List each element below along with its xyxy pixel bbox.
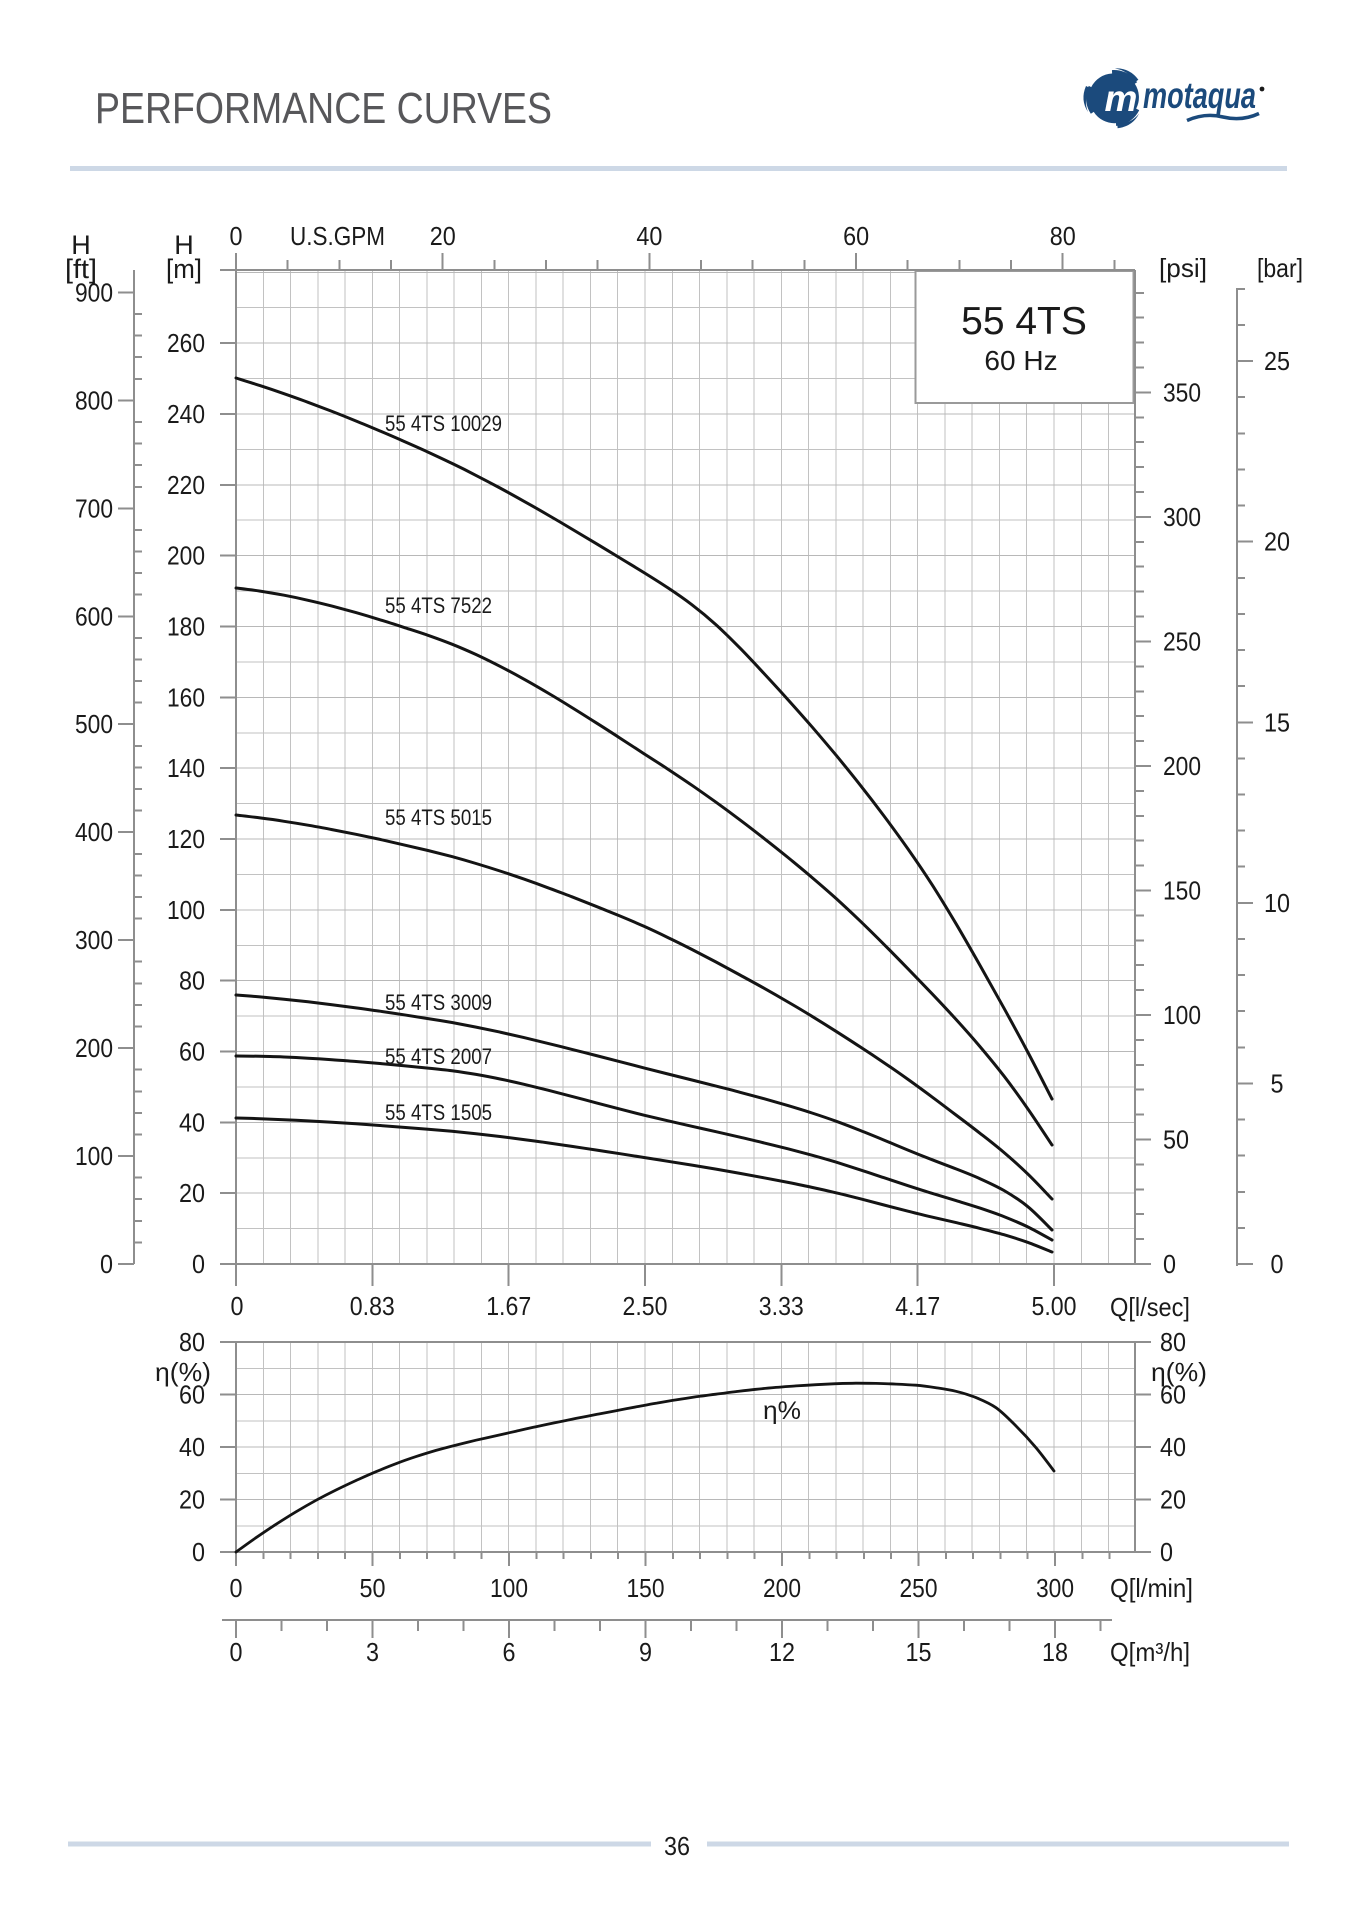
svg-text:180: 180 [167,612,205,642]
svg-text:700: 700 [75,493,113,523]
svg-text:Q[l/min]: Q[l/min] [1110,1573,1193,1603]
svg-text:3.33: 3.33 [759,1291,804,1321]
svg-text:15: 15 [906,1637,932,1667]
svg-text:55 4TS 1505: 55 4TS 1505 [385,1100,492,1125]
svg-text:Q[m³/h]: Q[m³/h] [1110,1637,1190,1667]
svg-text:0: 0 [1271,1249,1284,1279]
svg-text:100: 100 [75,1141,113,1171]
svg-text:200: 200 [763,1573,801,1603]
svg-text:0: 0 [192,1249,205,1279]
svg-text:6: 6 [503,1637,516,1667]
svg-text:500: 500 [75,709,113,739]
svg-text:100: 100 [167,895,205,925]
svg-text:300: 300 [1163,502,1201,532]
svg-text:η(%): η(%) [1151,1357,1207,1387]
svg-text:[ft]: [ft] [65,254,97,284]
svg-text:η%: η% [763,1397,801,1425]
svg-text:3: 3 [366,1637,379,1667]
svg-text:36: 36 [664,1831,690,1861]
svg-text:0.83: 0.83 [350,1291,395,1321]
svg-text:55 4TS 7522: 55 4TS 7522 [385,593,492,618]
svg-text:600: 600 [75,601,113,631]
svg-text:120: 120 [167,824,205,854]
svg-text:300: 300 [1036,1573,1074,1603]
svg-text:0: 0 [230,221,243,251]
svg-text:200: 200 [167,541,205,571]
svg-text:80: 80 [1160,1327,1186,1357]
svg-text:20: 20 [179,1178,205,1208]
svg-text:[bar]: [bar] [1257,253,1303,283]
svg-text:20: 20 [430,221,456,251]
svg-text:4.17: 4.17 [895,1291,940,1321]
svg-text:50: 50 [360,1573,386,1603]
svg-text:[m]: [m] [166,254,202,284]
svg-text:60: 60 [1160,1380,1186,1410]
svg-text:800: 800 [75,385,113,415]
svg-text:1.67: 1.67 [486,1291,531,1321]
svg-text:200: 200 [75,1033,113,1063]
svg-text:40: 40 [179,1432,205,1462]
svg-text:200: 200 [1163,751,1201,781]
svg-text:250: 250 [1163,626,1201,656]
svg-text:0: 0 [230,1637,243,1667]
svg-text:20: 20 [1264,527,1290,557]
svg-text:H: H [174,230,194,260]
svg-text:0: 0 [192,1537,205,1567]
svg-text:0: 0 [1163,1249,1176,1279]
svg-text:55 4TS 10029: 55 4TS 10029 [385,411,502,436]
svg-text:900: 900 [75,277,113,307]
svg-text:150: 150 [1163,876,1201,906]
svg-text:25: 25 [1264,346,1290,376]
svg-text:60: 60 [179,1037,205,1067]
svg-text:55 4TS 2007: 55 4TS 2007 [385,1044,492,1069]
svg-text:260: 260 [167,328,205,358]
svg-text:0: 0 [231,1291,244,1321]
svg-text:15: 15 [1264,707,1290,737]
svg-text:50: 50 [1163,1125,1189,1155]
svg-text:40: 40 [179,1107,205,1137]
svg-text:PERFORMANCE CURVES: PERFORMANCE CURVES [95,84,552,133]
svg-text:10: 10 [1264,888,1290,918]
svg-text:240: 240 [167,399,205,429]
svg-text:100: 100 [490,1573,528,1603]
svg-text:U.S.GPM: U.S.GPM [290,221,385,251]
svg-text:9: 9 [639,1637,652,1667]
svg-text:η(%): η(%) [155,1357,211,1387]
svg-text:Q[l/sec]: Q[l/sec] [1110,1292,1190,1322]
svg-text:55 4TS 5015: 55 4TS 5015 [385,805,492,830]
svg-text:motaqua: motaqua [1143,75,1256,116]
svg-text:12: 12 [769,1637,795,1667]
svg-text:55 4TS: 55 4TS [961,300,1087,343]
svg-text:150: 150 [627,1573,665,1603]
svg-text:20: 20 [179,1485,205,1515]
svg-text:5: 5 [1271,1068,1284,1098]
svg-text:80: 80 [179,966,205,996]
svg-text:m: m [1105,78,1138,119]
svg-text:40: 40 [636,221,662,251]
svg-text:5.00: 5.00 [1032,1291,1077,1321]
svg-text:300: 300 [75,925,113,955]
svg-text:[psi]: [psi] [1159,253,1207,283]
svg-text:100: 100 [1163,1000,1201,1030]
svg-text:220: 220 [167,470,205,500]
svg-text:0: 0 [1160,1537,1173,1567]
svg-text:H: H [71,230,91,260]
svg-text:60 Hz: 60 Hz [984,345,1057,376]
svg-text:18: 18 [1042,1637,1068,1667]
svg-text:40: 40 [1160,1432,1186,1462]
svg-text:2.50: 2.50 [623,1291,668,1321]
svg-text:80: 80 [179,1327,205,1357]
svg-text:140: 140 [167,753,205,783]
svg-text:250: 250 [900,1573,938,1603]
svg-text:160: 160 [167,682,205,712]
svg-text:0: 0 [100,1249,113,1279]
svg-text:80: 80 [1050,221,1076,251]
svg-text:400: 400 [75,817,113,847]
svg-text:350: 350 [1163,377,1201,407]
svg-text:20: 20 [1160,1485,1186,1515]
svg-text:60: 60 [179,1380,205,1410]
svg-text:0: 0 [230,1573,243,1603]
svg-text:60: 60 [843,221,869,251]
svg-text:55 4TS 3009: 55 4TS 3009 [385,990,492,1015]
